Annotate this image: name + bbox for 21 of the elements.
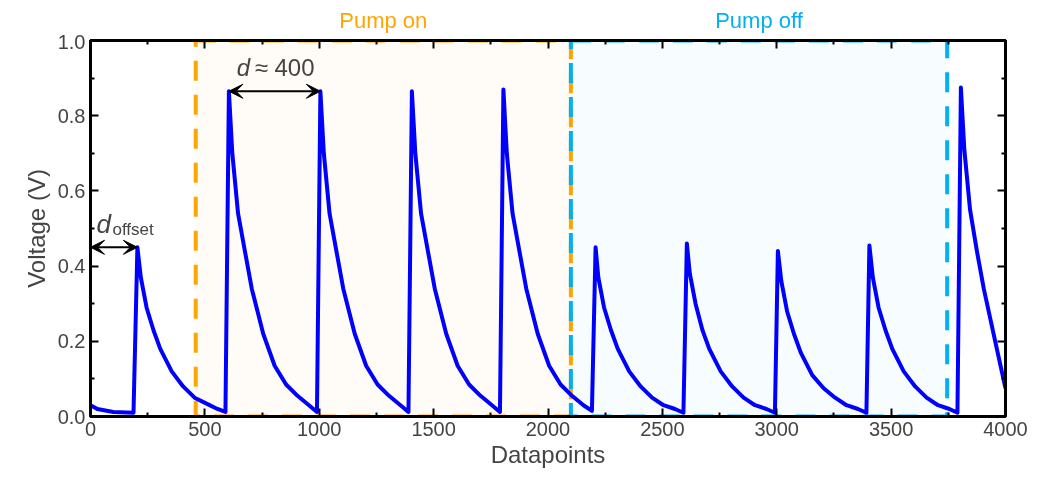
band-label: Pump off <box>715 7 804 33</box>
y-tick-label: 0.6 <box>57 179 86 202</box>
x-tick-label: 0 <box>84 417 97 440</box>
y-tick-label: 0.2 <box>57 330 86 353</box>
x-tick-label: 1000 <box>297 417 342 440</box>
annotation: doffset <box>96 209 155 240</box>
y-tick-label: 0.8 <box>57 104 86 127</box>
y-tick-label: 1.0 <box>57 30 86 53</box>
y-tick-label: 0.4 <box>57 255 86 278</box>
x-tick-label: 4000 <box>983 417 1028 440</box>
y-axis-title: Voltage (V) <box>22 169 50 288</box>
x-tick-label: 2500 <box>640 417 685 440</box>
annotation: d ≈ 400 <box>236 54 315 82</box>
band-label: Pump on <box>339 7 428 33</box>
x-tick-label: 3000 <box>754 417 799 440</box>
x-tick-label: 3500 <box>868 417 914 440</box>
x-axis-title: Datapoints <box>490 440 606 468</box>
x-tick-label: 2000 <box>525 417 571 440</box>
y-tick-label: 0.0 <box>57 405 86 428</box>
x-tick-label: 500 <box>188 417 222 440</box>
x-tick-label: 1500 <box>411 417 456 440</box>
